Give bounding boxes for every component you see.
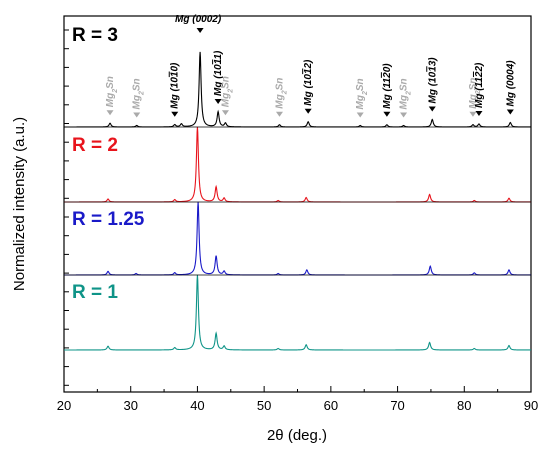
peak-triangle	[171, 111, 179, 117]
peak-label: Mg (1120)	[382, 63, 393, 109]
x-tick-label: 20	[57, 398, 71, 413]
x-tick-label: 90	[524, 398, 538, 413]
peak-marker: Mg (1012)	[303, 59, 314, 114]
x-tick-label: 50	[257, 398, 271, 413]
peak-marker: Mg (0004)	[505, 60, 516, 115]
peak-label: Mg (1013)	[427, 57, 438, 104]
peak-label: Mg2Sn	[132, 78, 146, 109]
xrd-pattern-line	[64, 126, 531, 203]
x-tick-label: 40	[190, 398, 204, 413]
peak-marker: Mg (1011)	[213, 50, 224, 104]
series-R3: R = 3	[64, 25, 531, 128]
peak-label: Mg (1011)	[213, 50, 224, 96]
peak-triangle	[400, 112, 408, 118]
peak-triangle	[383, 111, 391, 117]
peak-label: Mg (0002)	[175, 14, 222, 25]
peak-triangle	[221, 110, 229, 116]
peak-label: Mg2Sn	[399, 78, 413, 109]
series-layer: R = 3 R = 2 R = 1.25 R = 1	[64, 25, 531, 351]
peak-marker: Mg (0002)	[175, 14, 222, 33]
peak-label: Mg2Sn	[468, 78, 482, 109]
panel-label: R = 2	[72, 135, 118, 156]
peak-marker: Mg2Sn	[355, 78, 369, 118]
peak-marker: Mg2Sn	[105, 76, 119, 116]
x-axis-title: 2θ (deg.)	[267, 427, 327, 444]
peak-marker: Mg2Sn	[468, 78, 482, 117]
peak-label: Mg (1122)	[474, 62, 485, 108]
peak-triangle	[475, 111, 483, 116]
y-axis-title: Normalized intensity (a.u.)	[11, 117, 28, 291]
peak-marker: Mg (1122)	[474, 62, 485, 116]
plot-frame	[63, 15, 532, 393]
peak-label: Mg (1012)	[303, 59, 314, 106]
peak-triangle	[214, 99, 222, 104]
series-R125: R = 1.25	[64, 201, 531, 276]
peak-triangle	[106, 110, 114, 116]
peak-triangle	[304, 108, 312, 114]
peak-marker: Mg2Sn	[399, 78, 413, 118]
panel-label: R = 1.25	[72, 209, 145, 230]
axis-layer: 20 30 40 50 60 70 80 90	[57, 29, 538, 413]
x-tick-label: 60	[324, 398, 338, 413]
peak-marker: Mg (1010)	[170, 62, 181, 117]
peak-triangle	[506, 109, 514, 115]
peak-triangle	[428, 106, 436, 112]
peak-triangle	[133, 112, 141, 118]
peak-marker: Mg2Sn	[220, 76, 234, 116]
panel-label: R = 1	[72, 282, 118, 303]
peak-triangle	[275, 111, 283, 117]
series-R2: R = 2	[64, 126, 531, 203]
peak-triangle	[356, 112, 364, 118]
peak-marker: Mg (1120)	[382, 63, 393, 117]
peak-marker: Mg (1013)	[427, 57, 438, 112]
panel-label: R = 3	[72, 25, 118, 46]
x-tick-label: 70	[390, 398, 404, 413]
peak-label: Mg2Sn	[274, 78, 288, 109]
peak-triangle	[469, 111, 477, 117]
x-tick-label: 80	[457, 398, 471, 413]
peak-label: Mg2Sn	[355, 78, 369, 109]
peak-marker: Mg2Sn	[274, 78, 288, 117]
peak-marker: Mg2Sn	[132, 78, 146, 118]
series-R1: R = 1	[64, 274, 531, 351]
peak-label: Mg (1010)	[170, 62, 181, 109]
peak-label: Mg2Sn	[220, 76, 234, 107]
xrd-pattern-line	[64, 274, 531, 351]
peak-triangle	[196, 28, 204, 33]
x-tick-label: 30	[123, 398, 137, 413]
peak-label: Mg2Sn	[105, 76, 119, 107]
peak-label: Mg (0004)	[505, 60, 516, 107]
